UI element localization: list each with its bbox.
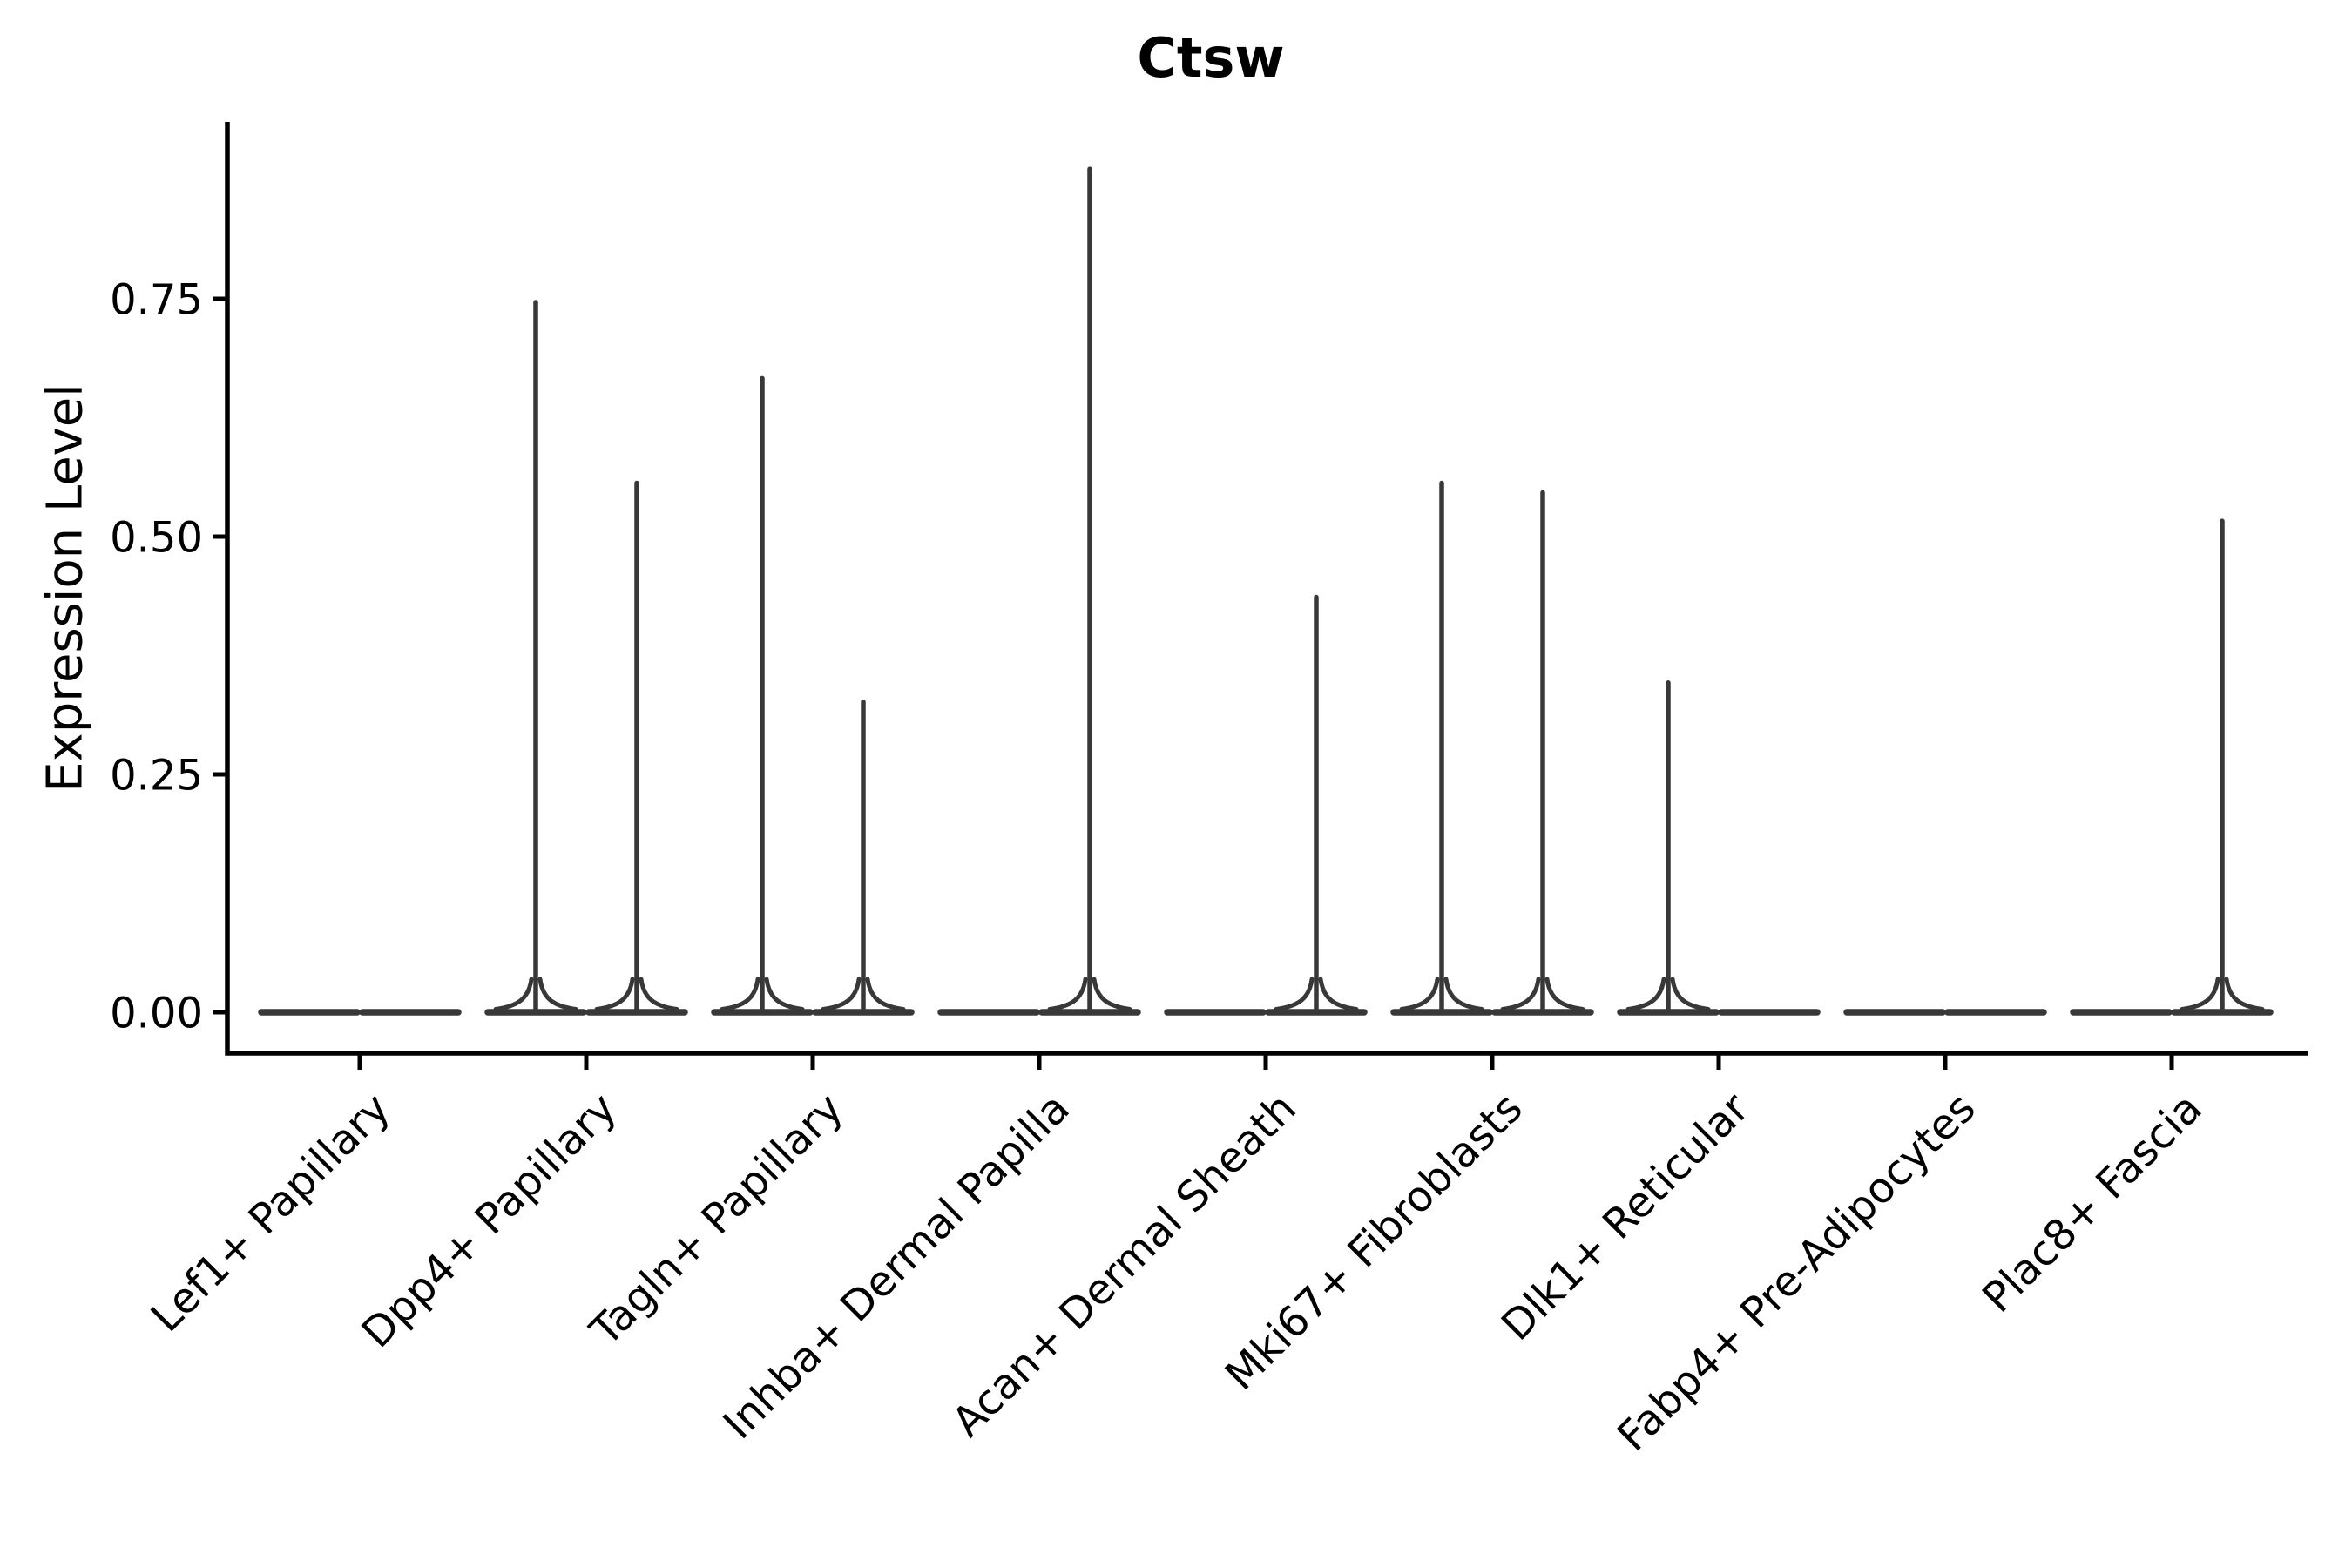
x-tick-label: Lef1+ Papillary	[142, 1084, 400, 1342]
violin-flare	[821, 977, 906, 1011]
violin-plac8-fascia-right-violin	[2171, 518, 2274, 1016]
violin-flare	[1047, 977, 1132, 1011]
x-tick-label: Fabp4+ Pre-Adipocytes	[1608, 1084, 1985, 1461]
x-tick-label: Plac8+ Fascia	[1973, 1084, 2212, 1322]
x-tick-label: Dlk1+ Reticular	[1492, 1084, 1759, 1350]
violin-dlk1-reticular-left-violin	[1617, 680, 1720, 1016]
violin-dpp4-papillary-left-violin	[484, 300, 587, 1016]
chart-title: Ctsw	[1137, 26, 1285, 90]
violin-flare	[1500, 977, 1585, 1011]
violin-flare	[594, 977, 679, 1011]
y-tick-label: 0.75	[110, 275, 203, 324]
axis-spines	[225, 122, 2308, 1056]
violin-flare	[2180, 977, 2265, 1011]
violin-flare	[1625, 977, 1711, 1011]
violin-mki67-fibroblasts-right-violin	[1491, 490, 1594, 1016]
violin-acan-dermal-sheath-right-violin	[1265, 594, 1368, 1016]
violin-dpp4-papillary-right-violin	[585, 480, 688, 1016]
violin-flare	[720, 977, 805, 1011]
violin-flare	[493, 977, 578, 1011]
violin-flare	[1399, 977, 1484, 1011]
y-tick-label: 0.50	[110, 513, 203, 562]
violin-tagln-papillary-left-violin	[711, 375, 814, 1016]
violin-inhba-dermal-papilla-right-violin	[1038, 166, 1141, 1016]
violin-tagln-papillary-right-violin	[812, 699, 915, 1016]
violin-mki67-fibroblasts-left-violin	[1390, 480, 1493, 1016]
violin-flare	[1274, 977, 1359, 1011]
y-tick-label: 0.00	[110, 989, 203, 1037]
y-tick-label: 0.25	[110, 751, 203, 800]
x-tick-label: Tagln+ Papillary	[580, 1084, 852, 1355]
